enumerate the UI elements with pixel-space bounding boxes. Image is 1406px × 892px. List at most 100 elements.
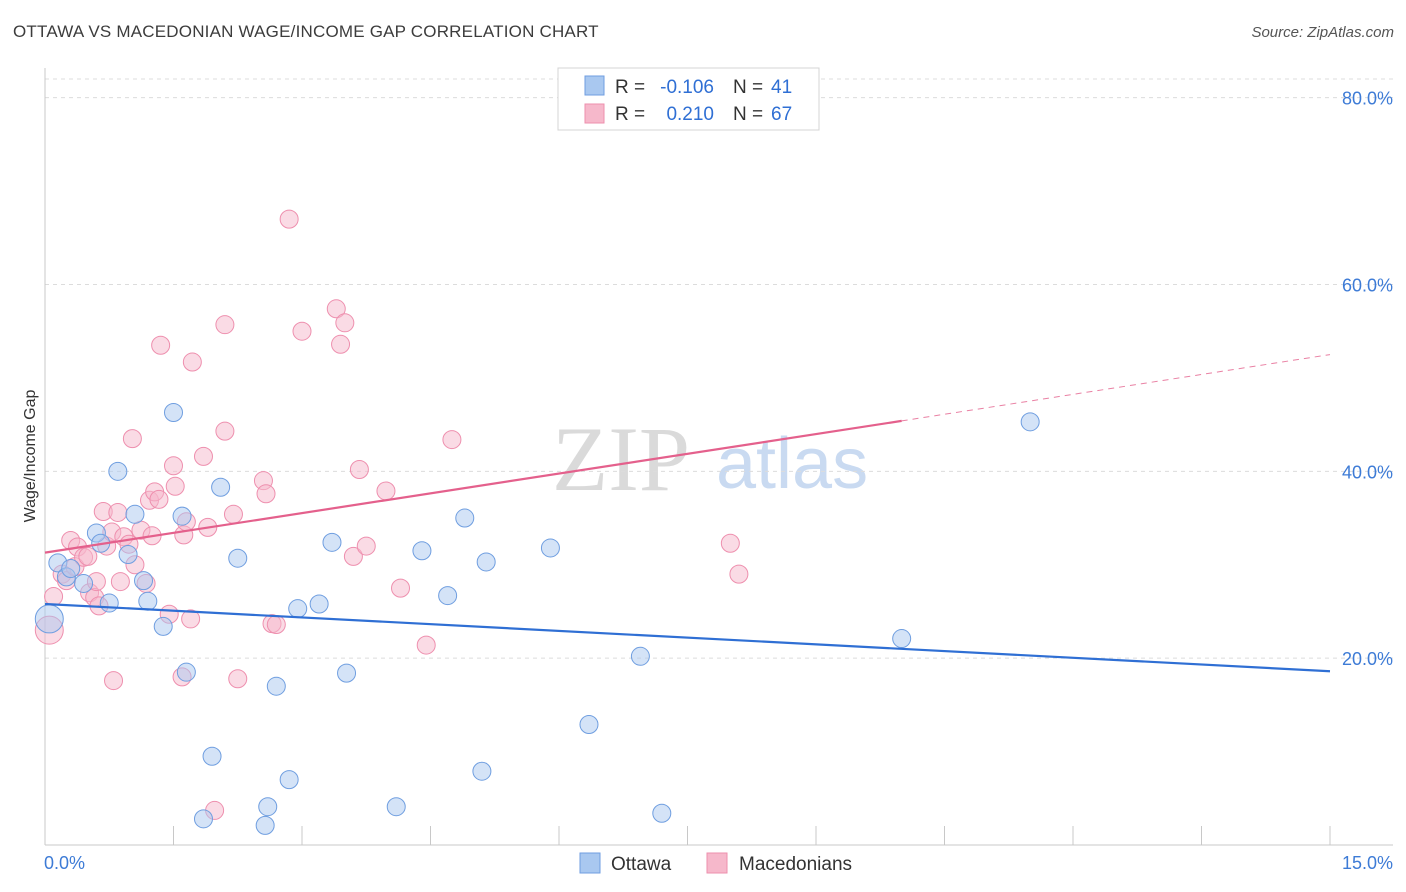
stats-r-value-macedonians: 0.210 — [666, 104, 714, 125]
point-ottawa-25 — [288, 599, 308, 619]
stats-n-label-ottawa: N = — [733, 77, 763, 98]
point-ottawa-11 — [134, 571, 154, 591]
point-ottawa-37 — [630, 646, 650, 666]
stats-r-value-ottawa: -0.106 — [660, 77, 714, 98]
point-macedonians-36 — [181, 609, 201, 629]
trendlines — [44, 354, 1331, 673]
point-ottawa-9 — [118, 544, 138, 564]
point-macedonians-56 — [356, 536, 376, 556]
stats-box: R = -0.106 N = 41 R = 0.210 N = 67 — [557, 67, 820, 131]
x-tick-label-min: 0.0% — [44, 853, 85, 873]
point-macedonians-16 — [104, 671, 124, 691]
point-macedonians-1 — [44, 587, 64, 607]
point-macedonians-61 — [720, 533, 740, 553]
point-ottawa-23 — [266, 676, 286, 696]
watermark-atlas: atlas — [716, 424, 868, 504]
point-macedonians-43 — [223, 504, 243, 524]
point-ottawa-31 — [438, 586, 458, 606]
point-ottawa-38 — [652, 803, 672, 823]
y-tick-label-20: 20.0% — [1342, 649, 1393, 669]
point-ottawa-8 — [108, 461, 128, 481]
point-macedonians-38 — [193, 446, 213, 466]
stats-r-label-macedonians: R = — [615, 104, 645, 125]
point-ottawa-10 — [125, 504, 145, 524]
point-ottawa-18 — [193, 809, 213, 829]
point-ottawa-30 — [412, 541, 432, 561]
point-macedonians-8 — [78, 546, 98, 566]
gridlines — [45, 78, 1393, 659]
point-ottawa-26 — [309, 594, 329, 614]
point-macedonians-62 — [729, 564, 749, 584]
point-macedonians-55 — [349, 459, 369, 479]
point-ottawa-12 — [138, 591, 158, 611]
point-macedonians-18 — [110, 572, 130, 592]
point-ottawa-13 — [153, 616, 173, 636]
point-macedonians-42 — [215, 421, 235, 441]
point-macedonians-58 — [391, 578, 411, 598]
point-macedonians-31 — [164, 456, 183, 476]
point-macedonians-53 — [335, 313, 355, 333]
point-macedonians-52 — [331, 334, 351, 354]
point-ottawa-39 — [892, 629, 912, 649]
legend-swatch-ottawa — [579, 852, 601, 874]
stats-n-value-macedonians: 67 — [771, 104, 792, 125]
point-ottawa-19 — [211, 477, 231, 497]
point-macedonians-50 — [292, 321, 312, 341]
source-credit: Source: ZipAtlas.com — [1251, 24, 1394, 41]
watermark-zip: ZIP — [552, 408, 690, 510]
legend: Ottawa Macedonians — [579, 852, 852, 875]
point-ottawa-34 — [476, 552, 496, 572]
point-ottawa-16 — [176, 662, 196, 682]
point-ottawa-21 — [255, 815, 275, 835]
point-ottawa-7 — [99, 593, 119, 613]
point-macedonians-54 — [343, 546, 363, 566]
point-ottawa-24 — [279, 770, 299, 790]
point-macedonians-17 — [108, 502, 128, 522]
point-macedonians-48 — [266, 615, 286, 635]
point-macedonians-44 — [228, 669, 248, 689]
axes — [44, 68, 1393, 846]
legend-label-ottawa: Ottawa — [611, 854, 672, 875]
point-macedonians-57 — [376, 481, 396, 501]
point-ottawa-4 — [74, 573, 94, 593]
point-ottawa-35 — [540, 538, 560, 558]
point-macedonians-51 — [326, 299, 346, 319]
point-macedonians-49 — [279, 209, 299, 229]
point-ottawa-17 — [202, 746, 222, 766]
point-macedonians-59 — [416, 635, 436, 655]
point-ottawa-29 — [386, 797, 406, 817]
point-ottawa-20 — [228, 548, 248, 568]
y-axis-label: Wage/Income Gap — [22, 390, 39, 523]
y-tick-label-60: 60.0% — [1342, 276, 1393, 296]
point-ottawa-36 — [579, 714, 599, 734]
point-ottawa-40 — [1020, 412, 1040, 432]
point-ottawa-0 — [34, 604, 64, 634]
point-macedonians-46 — [256, 484, 276, 504]
chart-title: OTTAWA VS MACEDONIAN WAGE/INCOME GAP COR… — [13, 22, 599, 41]
point-macedonians-21 — [122, 429, 142, 449]
stats-swatch-macedonians — [584, 103, 605, 124]
point-ottawa-14 — [164, 402, 183, 422]
point-macedonians-32 — [165, 476, 185, 496]
x-minor-ticks — [173, 826, 1331, 845]
stats-r-label-ottawa: R = — [615, 77, 645, 98]
stats-swatch-ottawa — [584, 75, 605, 96]
point-ottawa-28 — [337, 663, 357, 683]
point-macedonians-60 — [442, 430, 462, 450]
stats-n-label-macedonians: N = — [733, 104, 763, 125]
trendline-macedonians-dashed-2 — [901, 354, 1331, 422]
point-ottawa-3 — [61, 558, 81, 578]
point-ottawa-15 — [172, 506, 192, 526]
point-macedonians-28 — [149, 489, 169, 509]
trendline-ottawa-solid-0 — [44, 602, 1331, 673]
legend-swatch-macedonians — [706, 852, 728, 874]
trendline-macedonians-solid-1 — [44, 419, 902, 554]
point-macedonians-37 — [182, 352, 202, 372]
point-ottawa-27 — [322, 532, 342, 552]
point-ottawa-33 — [472, 761, 492, 781]
point-macedonians-41 — [215, 315, 235, 335]
y-tick-labels: 20.0% 40.0% 60.0% 80.0% — [1342, 89, 1393, 669]
y-tick-label-80: 80.0% — [1342, 89, 1393, 109]
x-tick-label-max: 15.0% — [1342, 853, 1393, 873]
